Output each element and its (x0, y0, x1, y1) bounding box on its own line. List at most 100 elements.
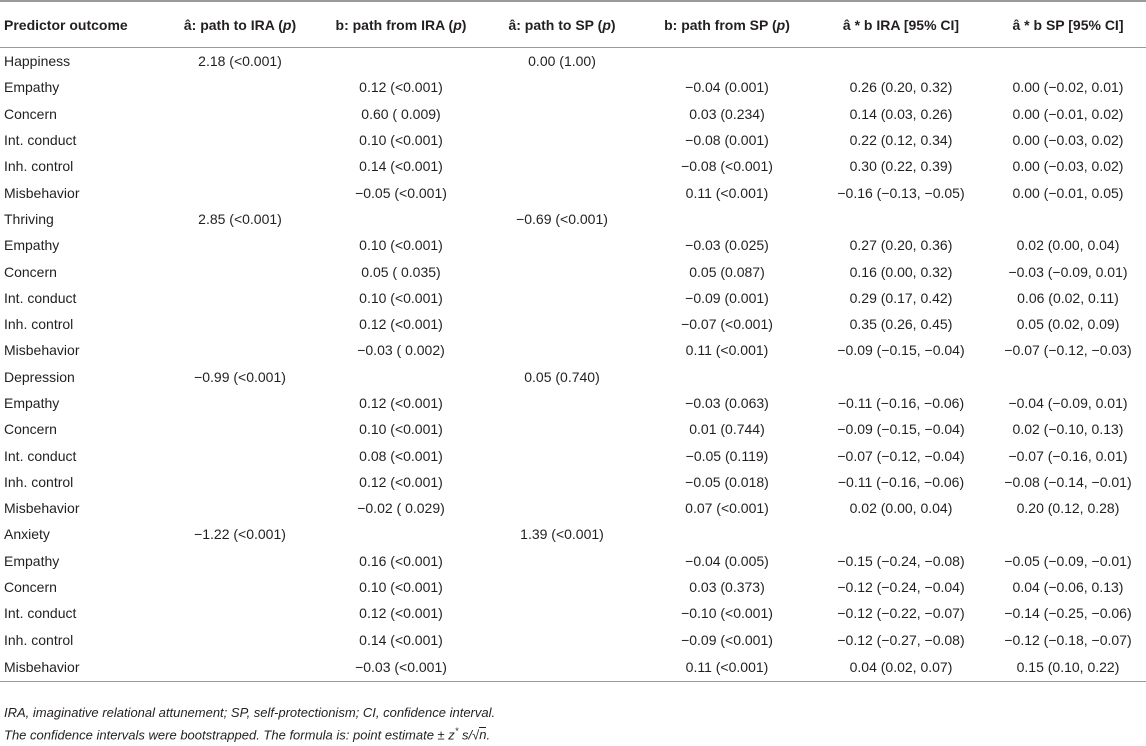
row-label: Misbehavior (0, 652, 160, 682)
row-label: Inh. control (4, 473, 74, 490)
table-row: Empathy 0.12 (<0.001) −0.03 (0.063) −0.11 (… (0, 390, 1146, 416)
table-cell: 0.16 (<0.001) (359, 552, 443, 569)
table-row: Empathy 0.12 (<0.001) −0.04 (0.001) 0.26 (0… (0, 74, 1146, 100)
table-cell (482, 311, 642, 337)
table-cell (320, 364, 482, 390)
table-cell (482, 495, 642, 521)
table-cell (990, 206, 1146, 232)
row-label: Inh. control (4, 316, 74, 333)
table-row: Thriving 2.85 (<0.001) −0.69 (<0.001) (0, 206, 1146, 232)
table-row: Misbehavior −0.05 (<0.001) 0.11 (<0.001) −0… (0, 179, 1146, 205)
table-cell: 0.00 (−0.03, 0.02) (1012, 132, 1124, 149)
row-label: Inh. control (4, 158, 74, 175)
table-row: Empathy 0.16 (<0.001) −0.04 (0.005) −0.15 (… (0, 548, 1146, 574)
table-cell: 0.30 (0.22, 0.39) (849, 158, 953, 175)
table-row: Int. conduct 0.12 (<0.001) −0.10 (<0.001) −… (0, 600, 1146, 626)
table-cell: 0.14 (<0.001) (359, 158, 443, 175)
table-cell (482, 574, 642, 600)
table-cell (160, 179, 320, 205)
table-cell: 0.01 (0.744) (689, 421, 765, 438)
table-cell (482, 390, 642, 416)
column-header: â: path to IRA (p) (160, 0, 320, 48)
row-label: Concern (4, 579, 57, 596)
row-label: Misbehavior (4, 500, 80, 517)
row-label: Misbehavior (4, 184, 80, 201)
table-cell: 0.00 (−0.01, 0.05) (1012, 184, 1124, 201)
table-cell (160, 390, 320, 416)
table-cell: −0.12 (−0.24, −0.04) (837, 579, 965, 596)
table-row: Inh. control 0.14 (<0.001) −0.08 (<0.001) 0… (0, 153, 1146, 179)
table-cell: 0.14 (<0.001) (359, 631, 443, 648)
table-cell (160, 600, 320, 626)
table-cell (160, 232, 320, 258)
table-cell (642, 364, 812, 390)
table-cell (482, 548, 642, 574)
row-label: Int. conduct (4, 289, 77, 306)
table-cell (160, 469, 320, 495)
table-cell: −0.07 (<0.001) (681, 316, 773, 333)
table-cell: 0.04 (0.02, 0.07) (812, 652, 990, 682)
table-cell: −0.02 ( 0.029) (357, 500, 445, 517)
table-row: Concern 0.10 (<0.001) 0.01 (0.744) −0.09 (−… (0, 416, 1146, 442)
mediation-results-table: Predictor outcome â: path to IRA (p) b: pa… (0, 0, 1146, 682)
row-label: Concern (4, 105, 57, 122)
table-cell: −0.05 (0.018) (685, 473, 769, 490)
table-cell: 0.03 (0.234) (689, 105, 765, 122)
table-cell: 0.14 (0.03, 0.26) (849, 105, 953, 122)
table-cell: 0.00 (1.00) (528, 53, 596, 70)
table-cell (482, 416, 642, 442)
table-cell (990, 521, 1146, 547)
table-cell (482, 627, 642, 653)
table-row: Int. conduct 0.08 (<0.001) −0.05 (0.119) −0… (0, 442, 1146, 468)
table-cell: 0.12 (<0.001) (359, 79, 443, 96)
table-cell: −0.04 (0.005) (685, 552, 769, 569)
table-cell: 0.07 (<0.001) (685, 500, 769, 517)
table-row: Misbehavior −0.02 ( 0.029) 0.07 (<0.001) 0.… (0, 495, 1146, 521)
table-cell: −0.09 (−0.15, −0.04) (837, 342, 965, 359)
table-body: Happiness 2.18 (<0.001) 0.00 (1.00) Empathy… (0, 48, 1146, 682)
table-cell (160, 495, 320, 521)
table-cell (482, 285, 642, 311)
table-cell: −0.11 (−0.16, −0.06) (837, 395, 965, 411)
table-cell: −0.08 (<0.001) (681, 158, 773, 175)
table-row: Anxiety −1.22 (<0.001) 1.39 (<0.001) (0, 521, 1146, 547)
table-cell: 0.20 (0.12, 0.28) (1016, 500, 1120, 517)
table-cell: 0.10 (<0.001) (359, 289, 443, 306)
table-cell (160, 101, 320, 127)
table-cell: −0.03 (<0.001) (320, 652, 482, 682)
table-cell (482, 469, 642, 495)
table-row: Concern 0.05 ( 0.035) 0.05 (0.087) 0.16 (0.… (0, 258, 1146, 284)
table-cell: −0.07 (−0.12, −0.04) (837, 447, 965, 464)
table-cell (160, 652, 320, 682)
row-label: Thriving (4, 210, 54, 227)
table-cell (812, 206, 990, 232)
table-cell: 0.00 (−0.02, 0.01) (1012, 79, 1124, 96)
column-header: â * b IRA [95% CI] (812, 0, 990, 48)
table-cell: −0.04 (−0.09, 0.01) (1008, 395, 1128, 411)
table-cell (160, 311, 320, 337)
table-cell: 1.39 (<0.001) (520, 526, 604, 543)
table-cell: 0.35 (0.26, 0.45) (849, 316, 953, 333)
table-cell: 0.22 (0.12, 0.34) (849, 132, 953, 149)
table-cell (160, 442, 320, 468)
table-cell (482, 652, 642, 682)
table-cell: 0.11 (<0.001) (685, 342, 769, 359)
table-cell: −1.22 (<0.001) (194, 526, 286, 543)
sqrt-symbol: √ (472, 727, 480, 743)
table-cell: 0.15 (0.10, 0.22) (990, 652, 1146, 682)
table-cell (160, 153, 320, 179)
table-cell: 0.06 (0.02, 0.11) (1017, 289, 1119, 306)
formula-end: . (486, 727, 491, 743)
table-cell (320, 48, 482, 75)
table-cell (482, 337, 642, 363)
table-cell: 0.03 (0.373) (689, 579, 765, 596)
table-cell: 0.60 ( 0.009) (361, 105, 441, 122)
table-cell: −0.09 (−0.15, −0.04) (837, 421, 965, 438)
table-cell: 0.10 (<0.001) (359, 579, 443, 596)
table-cell (482, 258, 642, 284)
table-cell: 0.29 (0.17, 0.42) (849, 289, 953, 306)
table-cell (160, 74, 320, 100)
table-cell: −0.12 (−0.27, −0.08) (837, 631, 965, 648)
table-cell: 0.05 (0.087) (689, 263, 765, 280)
table-cell: −0.04 (0.001) (685, 79, 769, 96)
